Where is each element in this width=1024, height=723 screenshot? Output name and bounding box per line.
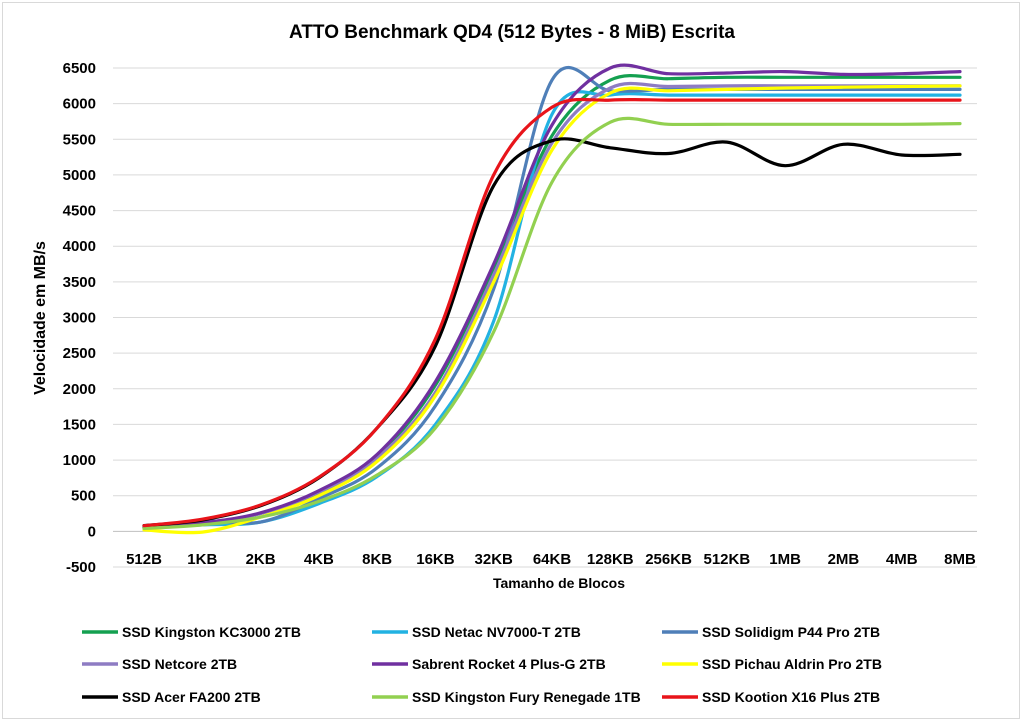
x-tick-label: 4MB xyxy=(886,551,918,568)
legend-label: SSD Kingston KC3000 2TB xyxy=(122,624,301,640)
legend-item: SSD Pichau Aldrin Pro 2TB xyxy=(662,656,882,672)
x-tick-label: 128KB xyxy=(587,551,634,568)
x-tick-label: 16KB xyxy=(416,551,455,568)
x-axis-label: Tamanho de Blocos xyxy=(493,575,625,591)
x-tick-label: 2MB xyxy=(828,551,860,568)
y-tick-label: 5500 xyxy=(63,131,96,148)
series-lines xyxy=(142,63,962,535)
y-tick-label: 5000 xyxy=(63,167,96,184)
gridlines xyxy=(113,67,977,568)
legend-item: SSD Acer FA200 2TB xyxy=(82,689,261,705)
series-line-9 xyxy=(142,97,962,528)
x-tick-label: 1KB xyxy=(187,551,217,568)
legend-label: SSD Solidigm P44 Pro 2TB xyxy=(702,624,880,640)
legend-label: SSD Netac NV7000-T 2TB xyxy=(412,624,581,640)
x-tick-label: 2KB xyxy=(246,551,276,568)
legend-label: Sabrent Rocket 4 Plus-G 2TB xyxy=(412,656,606,672)
legend-item: SSD Kingston KC3000 2TB xyxy=(82,624,301,640)
y-tick-label: 0 xyxy=(88,523,96,540)
y-tick-label: 4000 xyxy=(63,238,96,255)
y-tick-label: 2000 xyxy=(63,381,96,398)
series-line-6 xyxy=(142,84,962,535)
legend-item: SSD Solidigm P44 Pro 2TB xyxy=(662,624,880,640)
legend-item: Sabrent Rocket 4 Plus-G 2TB xyxy=(372,656,606,672)
y-tick-label: 4500 xyxy=(63,203,96,220)
y-tick-label: 1000 xyxy=(63,452,96,469)
series-line-7 xyxy=(142,137,962,528)
x-tick-label: 256KB xyxy=(645,551,692,568)
x-tick-label: 1MB xyxy=(769,551,801,568)
y-tick-label: -500 xyxy=(66,559,96,576)
x-tick-label: 8MB xyxy=(944,551,976,568)
x-tick-label: 512KB xyxy=(704,551,751,568)
legend-item: SSD Netac NV7000-T 2TB xyxy=(372,624,581,640)
y-tick-label: 500 xyxy=(71,488,96,505)
legend-label: SSD Kootion X16 Plus 2TB xyxy=(702,689,880,705)
chart-title: ATTO Benchmark QD4 (512 Bytes - 8 MiB) E… xyxy=(289,22,735,43)
series-line-8 xyxy=(142,116,962,531)
y-tick-label: 1500 xyxy=(63,416,96,433)
series-line-5 xyxy=(142,63,962,529)
legend-item: SSD Kootion X16 Plus 2TB xyxy=(662,689,880,705)
legend: SSD Kingston KC3000 2TB SSD Netac NV7000-… xyxy=(82,624,882,705)
y-axis-ticks: -500 0 500 1000 1500 2000 2500 3000 3500 4000 4500… xyxy=(63,60,96,576)
x-tick-label: 4KB xyxy=(304,551,334,568)
x-tick-label: 512B xyxy=(126,551,162,568)
y-axis-label: Velocidade em MB/s xyxy=(32,241,49,395)
y-tick-label: 6500 xyxy=(63,60,96,77)
x-tick-label: 32KB xyxy=(475,551,514,568)
series-line-2 xyxy=(142,90,962,530)
legend-label: SSD Netcore 2TB xyxy=(122,656,237,672)
legend-label: SSD Pichau Aldrin Pro 2TB xyxy=(702,656,882,672)
legend-item: SSD Netcore 2TB xyxy=(82,656,237,672)
y-tick-label: 2500 xyxy=(63,345,96,362)
legend-label: SSD Acer FA200 2TB xyxy=(122,689,261,705)
x-axis-ticks: 512B 1KB 2KB 4KB 8KB 16KB 32KB 64KB 128KB 256KB 51… xyxy=(126,551,976,568)
x-tick-label: 64KB xyxy=(533,551,572,568)
legend-item: SSD Kingston Fury Renegade 1TB xyxy=(372,689,641,705)
x-tick-label: 8KB xyxy=(362,551,392,568)
legend-label: SSD Kingston Fury Renegade 1TB xyxy=(412,689,641,705)
y-tick-label: 3000 xyxy=(63,310,96,327)
y-tick-label: 3500 xyxy=(63,274,96,291)
y-tick-label: 6000 xyxy=(63,96,96,113)
